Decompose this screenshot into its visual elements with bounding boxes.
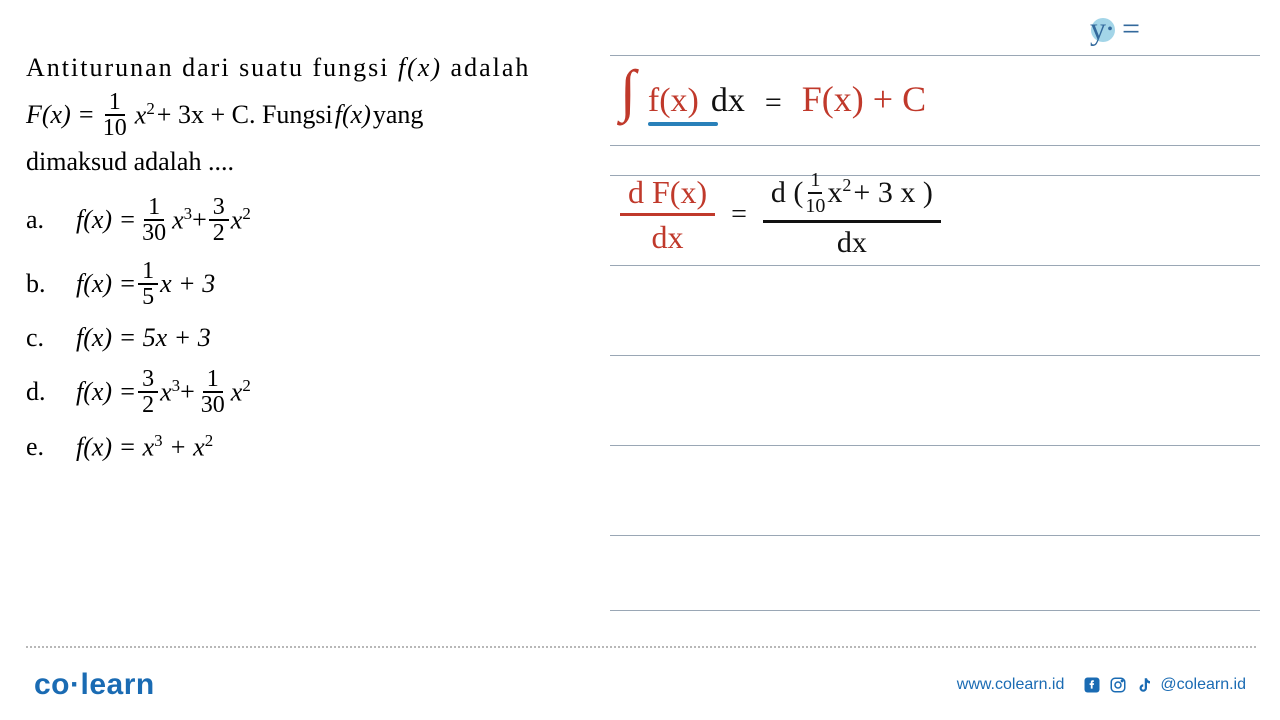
text: adalah [442, 53, 530, 82]
hw-rhs-den: dx [829, 223, 875, 263]
options-list: a. f(x) = 130 x3 + 32 x2 b. f(x) = 15 x … [26, 195, 586, 463]
option-label: c. [26, 323, 76, 353]
text: x2 [135, 97, 155, 134]
integral-sign: ∫ [620, 62, 636, 120]
hw-equals: = [731, 199, 747, 231]
logo-dot: · [70, 668, 81, 701]
option-label: b. [26, 269, 76, 299]
fraction: 15 [138, 259, 158, 309]
footer-url: www.colearn.id [957, 676, 1065, 694]
logo-co: co [34, 668, 70, 701]
term: x2 [231, 376, 251, 408]
option-c: c. f(x) = 5x + 3 [26, 323, 586, 353]
fraction: 3302 [138, 367, 158, 417]
option-pre: f(x) = [76, 377, 136, 407]
hw-rhs: F(x) + C [802, 78, 926, 120]
problem-line2: F(x) = 1 10 x2 + 3x + C. Fungsi f(x) yan… [26, 90, 586, 140]
handwriting-area: ∫ f(x) dx = F(x) + C d F(x) dx = d ( 1 1… [620, 50, 1260, 263]
option-d: d. f(x) = 3302 x3 + 130 x2 [26, 367, 586, 417]
hw-rhs-frac: d ( 1 10 x2 + 3 x ) dx [763, 166, 941, 263]
term: x3 [172, 204, 192, 236]
option-e: e. f(x) = x3 + x2 [26, 431, 586, 463]
divider [26, 646, 1256, 648]
problem-line3: dimaksud adalah .... [26, 144, 586, 180]
hw-dfdx: d F(x) dx [620, 171, 715, 259]
option-pre: f(x) = [76, 269, 136, 299]
logo: co·learn [34, 668, 155, 702]
term: x2 [231, 204, 251, 236]
hw-eq2: d F(x) dx = d ( 1 10 x2 + 3 x ) dx [620, 166, 1260, 263]
problem-line1: Antiturunan dari suatu fungsi f(x) adala… [26, 50, 586, 86]
ruled-line [610, 445, 1260, 446]
option-pre: f(x) = [76, 205, 136, 235]
option-a: a. f(x) = 130 x3 + 32 x2 [26, 195, 586, 245]
hw-equals: = [765, 86, 782, 120]
social-icons: @colearn.id [1082, 675, 1246, 695]
fraction: 32 [209, 195, 229, 245]
hw-top-right: y∙ = [1090, 10, 1140, 47]
option-label: d. [26, 377, 76, 407]
term: x + 3 [160, 269, 215, 299]
option-b: b. f(x) = 15 x + 3 [26, 259, 586, 309]
option-body: f(x) = x3 + x2 [76, 431, 213, 463]
text: Antiturunan dari suatu fungsi [26, 53, 398, 82]
logo-learn: learn [81, 668, 155, 701]
fx: f(x) [398, 53, 442, 82]
option-label: e. [26, 432, 76, 462]
ruled-line [610, 535, 1260, 536]
facebook-icon [1082, 675, 1102, 695]
denominator: 10 [99, 116, 131, 140]
footer-handle: @colearn.id [1160, 676, 1246, 694]
option-pre: f(x) = 5x + 3 [76, 323, 211, 353]
hw-num: d F(x) [620, 171, 715, 216]
ruled-line [610, 265, 1260, 266]
footer-right: www.colearn.id @colearn.id [957, 675, 1246, 695]
page: Antiturunan dari suatu fungsi f(x) adala… [0, 0, 1280, 720]
plus: + [192, 205, 207, 235]
hw-den: dx [644, 216, 692, 258]
tiktok-icon [1134, 675, 1154, 695]
text: + 3x + C. Fungsi [157, 97, 333, 133]
hw-small-frac: 1 10 [805, 168, 825, 218]
plus: + [180, 377, 195, 407]
hw-dx: dx [711, 82, 745, 120]
lhs: F(x) = [26, 97, 95, 133]
fraction: 1 10 [99, 90, 131, 140]
underline-blue [648, 122, 718, 126]
fraction: 130 [197, 367, 229, 417]
text: yang [373, 97, 424, 133]
ruled-line [610, 610, 1260, 611]
fx: f(x) [335, 97, 371, 133]
hw-eq1: ∫ f(x) dx = F(x) + C [620, 62, 1260, 120]
term: x3 [160, 376, 180, 408]
fraction: 130 [138, 195, 170, 245]
ruled-line [610, 355, 1260, 356]
footer: co·learn www.colearn.id @colearn.id [0, 668, 1280, 702]
option-label: a. [26, 205, 76, 235]
hw-rhs-num: d ( 1 10 x2 + 3 x ) [763, 166, 941, 223]
instagram-icon [1108, 675, 1128, 695]
numerator: 1 [105, 90, 125, 116]
problem-area: Antiturunan dari suatu fungsi f(x) adala… [26, 50, 586, 476]
hw-fx: f(x) [648, 82, 699, 120]
